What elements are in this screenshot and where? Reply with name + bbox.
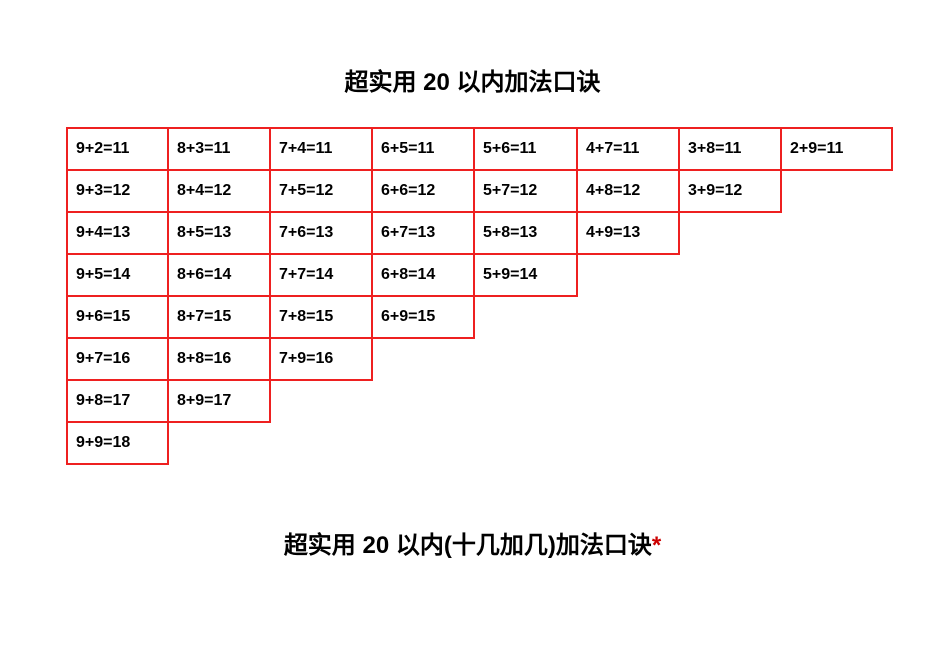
footer-prefix: 超实用 xyxy=(284,532,363,559)
table-cell-empty xyxy=(781,422,892,464)
table-cell: 8+3=11 xyxy=(168,128,270,170)
table-cell: 8+7=15 xyxy=(168,296,270,338)
table-cell: 3+8=11 xyxy=(679,128,781,170)
table-row: 9+2=118+3=117+4=116+5=115+6=114+7=113+8=… xyxy=(67,128,892,170)
table-cell: 7+6=13 xyxy=(270,212,372,254)
table-cell-empty xyxy=(372,338,474,380)
table-cell: 9+7=16 xyxy=(67,338,168,380)
table-cell-empty xyxy=(781,212,892,254)
table-row: 9+3=128+4=127+5=126+6=125+7=124+8=123+9=… xyxy=(67,170,892,212)
table-cell-empty xyxy=(679,296,781,338)
table-cell-empty xyxy=(781,338,892,380)
addition-table: 9+2=118+3=117+4=116+5=115+6=114+7=113+8=… xyxy=(66,127,893,465)
title-number: 20 xyxy=(423,69,450,96)
table-cell: 4+7=11 xyxy=(577,128,679,170)
table-cell-empty xyxy=(474,338,577,380)
table-cell-empty xyxy=(168,422,270,464)
table-cell-empty xyxy=(577,422,679,464)
table-cell-empty xyxy=(372,422,474,464)
table-cell: 9+4=13 xyxy=(67,212,168,254)
table-cell: 9+8=17 xyxy=(67,380,168,422)
table-row: 9+6=158+7=157+8=156+9=15 xyxy=(67,296,892,338)
table-cell: 6+7=13 xyxy=(372,212,474,254)
table-cell-empty xyxy=(679,422,781,464)
table-cell-empty xyxy=(679,212,781,254)
table-cell-empty xyxy=(577,380,679,422)
table-row: 9+8=178+9=17 xyxy=(67,380,892,422)
table-cell: 3+9=12 xyxy=(679,170,781,212)
footer-star: * xyxy=(652,532,661,559)
table-cell-empty xyxy=(270,380,372,422)
table-cell: 9+3=12 xyxy=(67,170,168,212)
table-row: 9+5=148+6=147+7=146+8=145+9=14 xyxy=(67,254,892,296)
table-cell: 6+9=15 xyxy=(372,296,474,338)
table-cell: 5+7=12 xyxy=(474,170,577,212)
table-cell: 5+6=11 xyxy=(474,128,577,170)
footer-suffix: 以内(十几加几)加法口诀 xyxy=(389,532,652,559)
table-cell-empty xyxy=(270,422,372,464)
table-cell-empty xyxy=(372,380,474,422)
table-cell-empty xyxy=(781,380,892,422)
table-cell-empty xyxy=(781,296,892,338)
page-title: 超实用 20 以内加法口诀 xyxy=(0,62,945,97)
table-cell: 9+5=14 xyxy=(67,254,168,296)
table-cell-empty xyxy=(474,380,577,422)
table-cell: 7+4=11 xyxy=(270,128,372,170)
table-cell: 5+8=13 xyxy=(474,212,577,254)
table-cell: 8+6=14 xyxy=(168,254,270,296)
table-cell-empty xyxy=(577,296,679,338)
table-cell: 4+8=12 xyxy=(577,170,679,212)
title-suffix: 以内加法口诀 xyxy=(450,69,601,96)
addition-table-wrapper: 9+2=118+3=117+4=116+5=115+6=114+7=113+8=… xyxy=(66,127,945,465)
table-cell-empty xyxy=(781,170,892,212)
table-cell: 5+9=14 xyxy=(474,254,577,296)
table-cell-empty xyxy=(679,380,781,422)
table-cell-empty xyxy=(577,254,679,296)
table-cell-empty xyxy=(679,254,781,296)
table-cell: 7+9=16 xyxy=(270,338,372,380)
table-row: 9+4=138+5=137+6=136+7=135+8=134+9=13 xyxy=(67,212,892,254)
table-cell: 6+8=14 xyxy=(372,254,474,296)
table-cell: 4+9=13 xyxy=(577,212,679,254)
table-cell: 9+2=11 xyxy=(67,128,168,170)
table-cell-empty xyxy=(474,422,577,464)
table-cell: 9+6=15 xyxy=(67,296,168,338)
table-cell: 8+5=13 xyxy=(168,212,270,254)
table-row: 9+9=18 xyxy=(67,422,892,464)
footer-number: 20 xyxy=(362,532,389,559)
table-row: 9+7=168+8=167+9=16 xyxy=(67,338,892,380)
table-cell: 9+9=18 xyxy=(67,422,168,464)
table-cell-empty xyxy=(781,254,892,296)
table-cell-empty xyxy=(474,296,577,338)
table-cell: 7+5=12 xyxy=(270,170,372,212)
table-cell: 6+5=11 xyxy=(372,128,474,170)
table-cell: 6+6=12 xyxy=(372,170,474,212)
title-prefix: 超实用 xyxy=(344,69,423,96)
footer-title: 超实用 20 以内(十几加几)加法口诀* xyxy=(0,525,945,560)
table-cell: 8+8=16 xyxy=(168,338,270,380)
table-cell: 8+9=17 xyxy=(168,380,270,422)
table-cell: 7+8=15 xyxy=(270,296,372,338)
table-cell: 2+9=11 xyxy=(781,128,892,170)
table-cell-empty xyxy=(679,338,781,380)
table-cell-empty xyxy=(577,338,679,380)
table-cell: 8+4=12 xyxy=(168,170,270,212)
table-cell: 7+7=14 xyxy=(270,254,372,296)
